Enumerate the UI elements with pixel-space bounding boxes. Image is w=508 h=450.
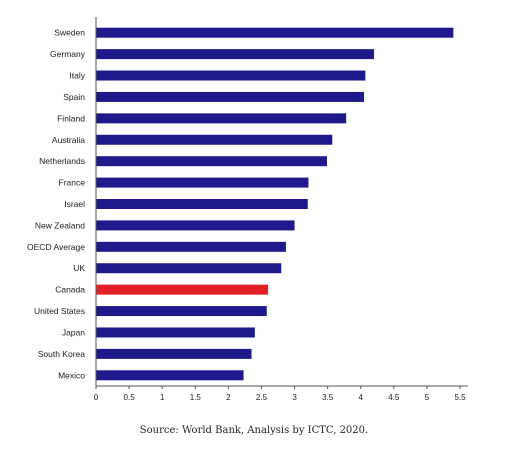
category-label-france: France	[59, 178, 86, 188]
category-label-oecd-average: OECD Average	[27, 242, 85, 252]
bar-france	[96, 177, 309, 188]
category-label-south-korea: South Korea	[38, 349, 86, 359]
category-label-japan: Japan	[62, 327, 85, 337]
x-tick-label: 0	[94, 393, 99, 402]
bar-sweden	[96, 27, 454, 38]
bar-mexico	[96, 370, 244, 381]
bar-netherlands	[96, 156, 327, 167]
x-tick-label: 3.5	[322, 393, 334, 402]
category-label-new-zealand: New Zealand	[35, 220, 85, 230]
category-label-australia: Australia	[52, 135, 85, 145]
x-tick-label: 4	[359, 393, 364, 402]
bar-germany	[96, 49, 374, 60]
x-tick-label: 1.5	[190, 393, 202, 402]
bar-israel	[96, 199, 308, 209]
category-label-israel: Israel	[64, 199, 85, 209]
bar-south-korea	[96, 348, 252, 359]
bars-group	[96, 27, 454, 381]
bar-united-states	[96, 306, 267, 317]
x-axis-ticks: 0 0.5 1 1.5 2 2.5 3 3.5 4 4.5 5 5.5	[94, 386, 466, 402]
category-label-germany: Germany	[50, 49, 86, 59]
x-tick-label: 2	[226, 393, 231, 402]
bar-spain	[96, 91, 365, 102]
category-label-sweden: Sweden	[54, 28, 85, 38]
x-tick-label: 1	[160, 393, 165, 402]
x-tick-label: 4.5	[388, 393, 400, 402]
category-label-uk: UK	[73, 263, 85, 273]
category-label-italy: Italy	[69, 71, 85, 81]
x-tick-label: 0.5	[124, 393, 136, 402]
x-tick-label: 5.5	[454, 393, 466, 402]
x-tick-label: 2.5	[256, 393, 268, 402]
category-label-canada: Canada	[55, 285, 85, 295]
category-labels: Sweden Germany Italy Spain Finland Australia N…	[27, 28, 86, 381]
x-tick-label: 5	[425, 393, 430, 402]
category-label-spain: Spain	[63, 92, 85, 102]
bar-finland	[96, 113, 347, 124]
bar-canada	[96, 284, 269, 295]
bar-italy	[96, 70, 366, 81]
x-tick-label: 3	[292, 393, 297, 402]
category-label-mexico: Mexico	[58, 370, 85, 380]
source-note: Source: World Bank, Analysis by ICTC, 20…	[139, 425, 369, 436]
category-label-finland: Finland	[57, 113, 85, 123]
category-label-united-states: United States	[34, 306, 85, 316]
bar-japan	[96, 327, 255, 338]
bar-oecd-average	[96, 241, 286, 252]
bar-uk	[96, 263, 282, 274]
bar-chart: Sweden Germany Italy Spain Finland Australia N…	[27, 17, 468, 402]
bar-australia	[96, 134, 333, 145]
category-label-netherlands: Netherlands	[39, 156, 85, 166]
bar-new-zealand	[96, 220, 295, 231]
